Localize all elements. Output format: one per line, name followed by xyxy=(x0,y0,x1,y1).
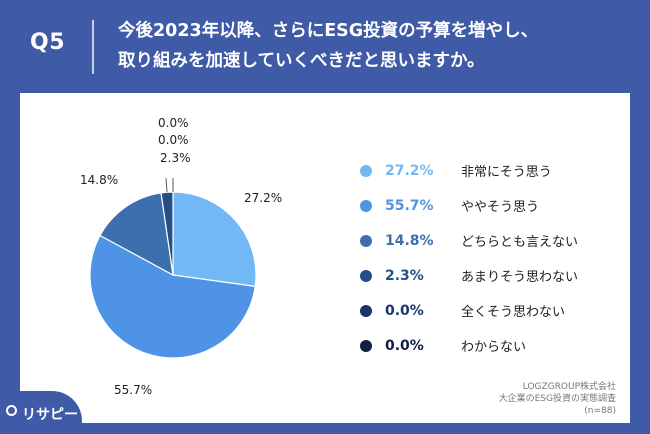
question-line-2: 取り組みを加速していくべきだと思いますか。 xyxy=(118,51,485,71)
legend-value: 0.0% xyxy=(385,302,424,319)
legend-value: 27.2% xyxy=(385,162,434,179)
legend-swatch xyxy=(360,269,372,282)
pie-slice xyxy=(99,192,174,277)
legend-label: 全くそう思わない xyxy=(461,305,566,320)
source-company: LOGZGROUP株式会社 xyxy=(522,382,616,392)
question-number: Q5 xyxy=(30,30,66,55)
legend-item: 2.3% あまりそう思わない xyxy=(360,258,578,293)
legend-item: 0.0% 全くそう思わない xyxy=(360,293,578,328)
slice-value-label: 2.3% xyxy=(160,151,191,165)
legend-label: あまりそう思わない xyxy=(461,270,579,285)
question-text: 今後2023年以降、さらにESG投資の予算を増やし、 取り組みを加速していくべき… xyxy=(118,16,628,76)
slice-value-label: 0.0% xyxy=(158,133,189,147)
legend-value: 55.7% xyxy=(385,197,434,214)
source-sample-size: (n=88) xyxy=(584,406,616,416)
legend-label: 非常にそう思う xyxy=(461,165,552,180)
legend-swatch xyxy=(360,339,372,352)
legend-label: ややそう思う xyxy=(461,200,540,215)
slice-value-label: 55.7% xyxy=(114,383,153,397)
source-note: LOGZGROUP株式会社 大企業のESG投資の実態調査 (n=88) xyxy=(499,381,616,417)
legend-label: わからない xyxy=(461,340,527,355)
legend-swatch xyxy=(360,304,372,317)
legend-value: 14.8% xyxy=(385,232,434,249)
legend-label: どちらとも言えない xyxy=(461,235,579,250)
pie-slice xyxy=(172,191,257,288)
legend-item: 14.8% どちらとも言えない xyxy=(360,223,578,258)
header-divider xyxy=(92,20,94,74)
slice-value-label: 27.2% xyxy=(244,191,283,205)
search-icon xyxy=(6,405,17,416)
pie-chart xyxy=(89,178,257,359)
question-line-1: 今後2023年以降、さらにESG投資の予算を増やし、 xyxy=(118,21,539,41)
legend-swatch xyxy=(360,234,372,247)
legend-value: 0.0% xyxy=(385,337,424,354)
legend-swatch xyxy=(360,164,372,177)
question-header: Q5 今後2023年以降、さらにESG投資の予算を増やし、 取り組みを加速してい… xyxy=(0,0,650,92)
leader-line xyxy=(165,178,168,193)
legend: 27.2% 非常にそう思う 55.7% ややそう思う 14.8% どちらとも言えない 2.3… xyxy=(360,153,578,363)
logo-text: リサピー xyxy=(22,407,78,423)
chart-panel: 27.2% 55.7% 14.8% 2.3% 0.0% 0.0% 27.2% 非常にそう思う… xyxy=(20,93,630,423)
legend-value: 2.3% xyxy=(385,267,424,284)
legend-swatch xyxy=(360,199,372,212)
legend-item: 55.7% ややそう思う xyxy=(360,188,578,223)
source-survey: 大企業のESG投資の実態調査 xyxy=(498,394,616,404)
brand-logo: リサピー xyxy=(0,391,82,434)
slice-value-label: 14.8% xyxy=(80,173,119,187)
pie-slice xyxy=(89,234,256,359)
legend-item: 27.2% 非常にそう思う xyxy=(360,153,578,188)
slice-value-label: 0.0% xyxy=(158,116,189,130)
legend-item: 0.0% わからない xyxy=(360,328,578,363)
